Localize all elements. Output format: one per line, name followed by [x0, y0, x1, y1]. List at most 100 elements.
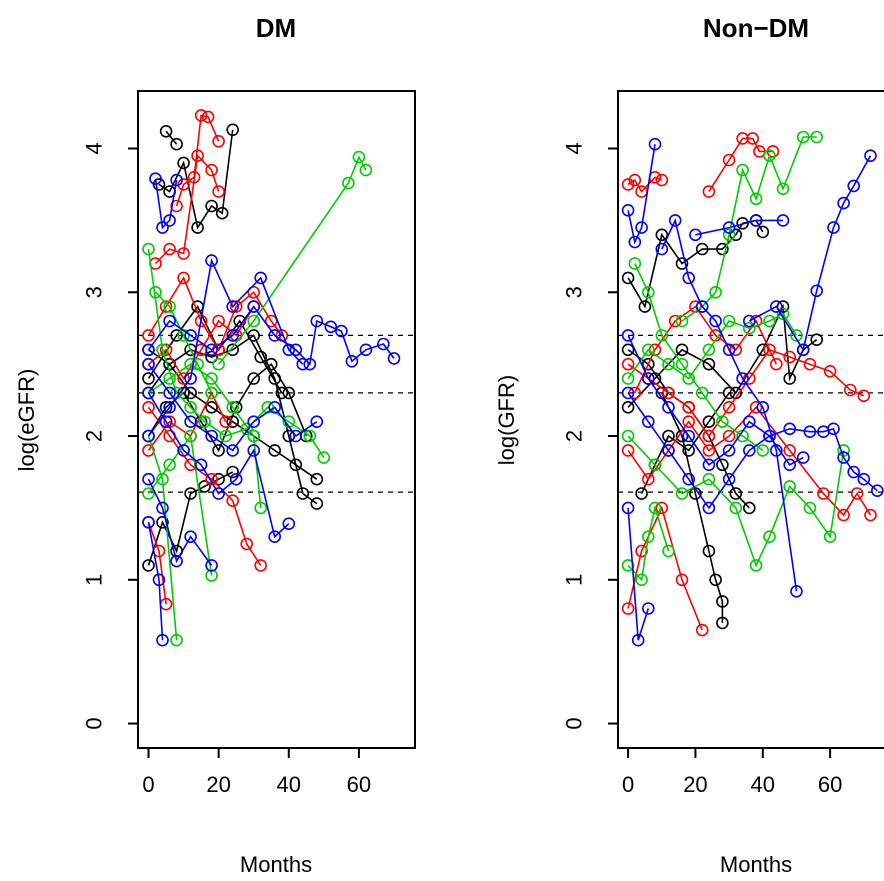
data-point-black [212, 444, 225, 457]
data-point-green [163, 300, 176, 313]
series-line-blue [147, 522, 164, 641]
data-point-blue [296, 357, 310, 371]
data-point-blue [827, 221, 840, 234]
data-point-blue [177, 444, 190, 457]
data-point-blue [142, 386, 155, 400]
data-point-green [742, 321, 756, 335]
data-point-green [226, 400, 239, 414]
x-tick-label: 0 [142, 772, 154, 797]
data-point-black [635, 487, 648, 500]
x-tick-label: 40 [277, 772, 301, 797]
data-point-red [194, 109, 208, 122]
data-point-blue [170, 173, 183, 187]
data-point-green [796, 130, 810, 144]
series-line-green [154, 291, 213, 394]
data-point-red [621, 178, 635, 191]
data-point-blue [803, 425, 817, 439]
data-point-blue [857, 472, 871, 486]
data-point-blue [736, 372, 749, 385]
series-line-black [147, 334, 318, 505]
data-point-green [184, 429, 197, 443]
data-point-black [722, 386, 736, 400]
series-line-green [147, 433, 213, 576]
series-line-green [147, 435, 178, 641]
data-point-blue [847, 179, 861, 193]
data-point-blue [226, 300, 239, 313]
data-point-blue [205, 559, 218, 572]
data-point-red [729, 343, 743, 357]
x-tick-label: 60 [347, 772, 371, 797]
data-point-blue [749, 214, 763, 227]
panel-nondm-y-axis-label: log(GFR) [494, 375, 519, 465]
data-point-green [709, 285, 722, 299]
y-tick-label: 1 [82, 574, 107, 586]
data-point-black [695, 242, 709, 256]
data-point-red [722, 153, 736, 167]
data-point-blue [163, 400, 176, 414]
data-point-black [702, 357, 716, 371]
data-point-green [254, 501, 268, 515]
data-point-blue [324, 320, 338, 334]
data-point-green [641, 530, 655, 544]
data-point-green [219, 429, 232, 443]
data-point-blue [156, 633, 169, 647]
data-point-blue [163, 214, 176, 227]
data-point-red [722, 429, 736, 443]
data-point-red [628, 386, 642, 400]
series-line-green [627, 312, 798, 380]
data-point-blue [769, 300, 783, 313]
series-line-red [147, 522, 167, 605]
data-point-blue [142, 357, 155, 371]
y-tick-label: 4 [562, 142, 587, 154]
data-point-green [702, 343, 716, 357]
data-point-red [142, 329, 155, 342]
data-point-blue [695, 300, 709, 313]
data-point-blue [662, 400, 675, 414]
data-point-blue [289, 343, 303, 357]
series-line-blue [627, 335, 804, 466]
data-point-black [254, 350, 268, 364]
data-point-green [317, 451, 331, 464]
data-point-green [702, 472, 716, 486]
data-point-red [212, 135, 225, 148]
data-point-red [635, 544, 648, 558]
data-point-green [641, 343, 655, 357]
data-point-blue [796, 451, 810, 464]
data-point-blue [268, 530, 282, 544]
x-tick-label: 20 [683, 772, 707, 797]
data-point-blue [335, 324, 348, 338]
data-point-blue [184, 530, 197, 544]
series-line-blue [147, 305, 395, 366]
data-point-blue [682, 472, 696, 486]
data-point-green [749, 192, 763, 206]
data-point-blue [156, 501, 169, 515]
data-point-green [191, 357, 204, 371]
data-point-red [247, 285, 260, 299]
series-line-red [154, 153, 220, 265]
series-line-green [148, 363, 262, 508]
data-point-blue [810, 284, 824, 298]
data-point-black [783, 372, 797, 385]
series-line-red [627, 505, 703, 631]
x-tick-label: 40 [751, 772, 775, 797]
panel-nondm: 0 20 40 60 0 1 2 3 4 [562, 90, 884, 797]
data-point-green [756, 444, 770, 457]
data-point-blue [205, 429, 218, 443]
data-point-green [163, 458, 176, 472]
series-line-black [147, 471, 234, 566]
data-point-green [675, 314, 689, 328]
data-point-green [648, 458, 662, 472]
data-point-black [177, 156, 190, 170]
data-point-blue [254, 271, 268, 285]
data-point-black [675, 343, 689, 357]
data-point-red [142, 400, 155, 414]
y-tick-label: 3 [82, 286, 107, 298]
data-point-black [198, 480, 211, 493]
data-point-blue [247, 415, 260, 429]
data-point-red [742, 372, 756, 385]
data-point-black [159, 125, 173, 138]
data-point-red [219, 415, 232, 429]
series-line-black [158, 129, 234, 230]
data-point-red [205, 163, 218, 177]
data-point-green [790, 329, 803, 342]
